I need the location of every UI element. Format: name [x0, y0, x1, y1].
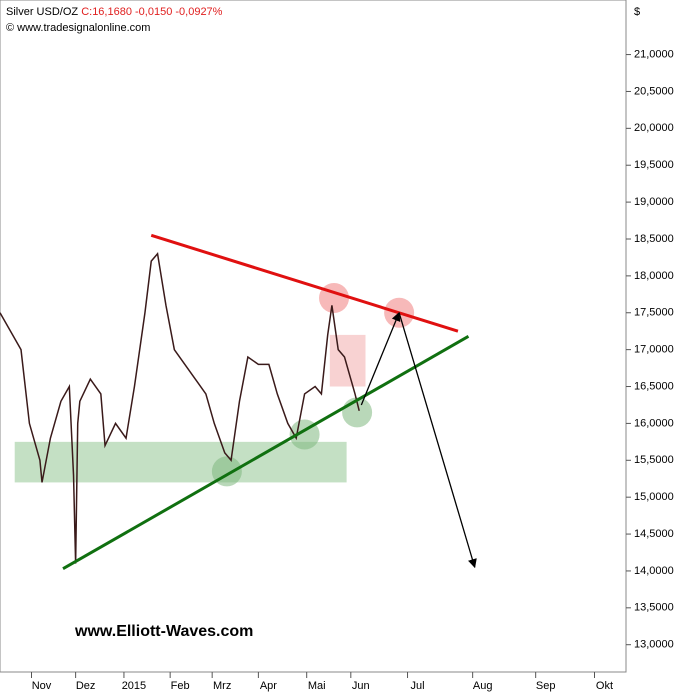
y-tick-label: 13,5000	[634, 602, 674, 614]
y-tick-label: 18,5000	[634, 233, 674, 245]
watermark: www.Elliott-Waves.com	[74, 623, 253, 640]
y-tick-label: 21,0000	[634, 48, 674, 60]
y-tick-label: 19,5000	[634, 159, 674, 171]
trend-line	[150, 233, 459, 333]
y-tick-label: 16,0000	[634, 417, 674, 429]
x-tick-label: Aug	[473, 680, 493, 692]
y-tick-label: 17,0000	[634, 344, 674, 356]
chart-title: Silver USD/OZ C:16,1680 -0,0150 -0,0927%	[6, 6, 223, 18]
y-tick-label: 18,0000	[634, 270, 674, 282]
unit-label: $	[634, 6, 640, 18]
y-tick-label: 13,0000	[634, 639, 674, 651]
y-tick-label: 15,0000	[634, 491, 674, 503]
trend-line	[62, 335, 470, 571]
y-tick-label: 14,0000	[634, 565, 674, 577]
title: Silver USD/OZ	[6, 6, 78, 18]
x-tick-label: Sep	[536, 680, 556, 692]
y-tick-label: 20,5000	[634, 85, 674, 97]
quote: C:16,1680 -0,0150 -0,0927%	[81, 6, 222, 18]
y-tick-label: 19,0000	[634, 196, 674, 208]
x-tick-label: Mai	[308, 680, 326, 692]
x-tick-label: 2015	[122, 680, 146, 692]
forecast-arrow	[360, 311, 401, 406]
highlight-circle	[319, 283, 350, 314]
source: © www.tradesignalonline.com	[6, 22, 150, 34]
x-tick-label: Mrz	[213, 680, 231, 692]
x-tick-label: Apr	[260, 680, 277, 692]
plot-frame	[0, 0, 627, 673]
x-tick-label: Okt	[596, 680, 613, 692]
zone	[329, 334, 366, 387]
x-tick-label: Nov	[32, 680, 52, 692]
y-tick-label: 14,5000	[634, 528, 674, 540]
y-tick-label: 20,0000	[634, 122, 674, 134]
x-tick-label: Jun	[352, 680, 370, 692]
x-tick-label: Feb	[171, 680, 190, 692]
y-tick-label: 16,5000	[634, 380, 674, 392]
price-line	[0, 252, 360, 564]
y-tick-label: 15,5000	[634, 454, 674, 466]
x-tick-label: Dez	[76, 680, 96, 692]
y-tick-label: 17,5000	[634, 307, 674, 319]
forecast-arrow	[398, 312, 477, 569]
x-tick-label: Jul	[410, 680, 424, 692]
zone	[14, 441, 347, 483]
